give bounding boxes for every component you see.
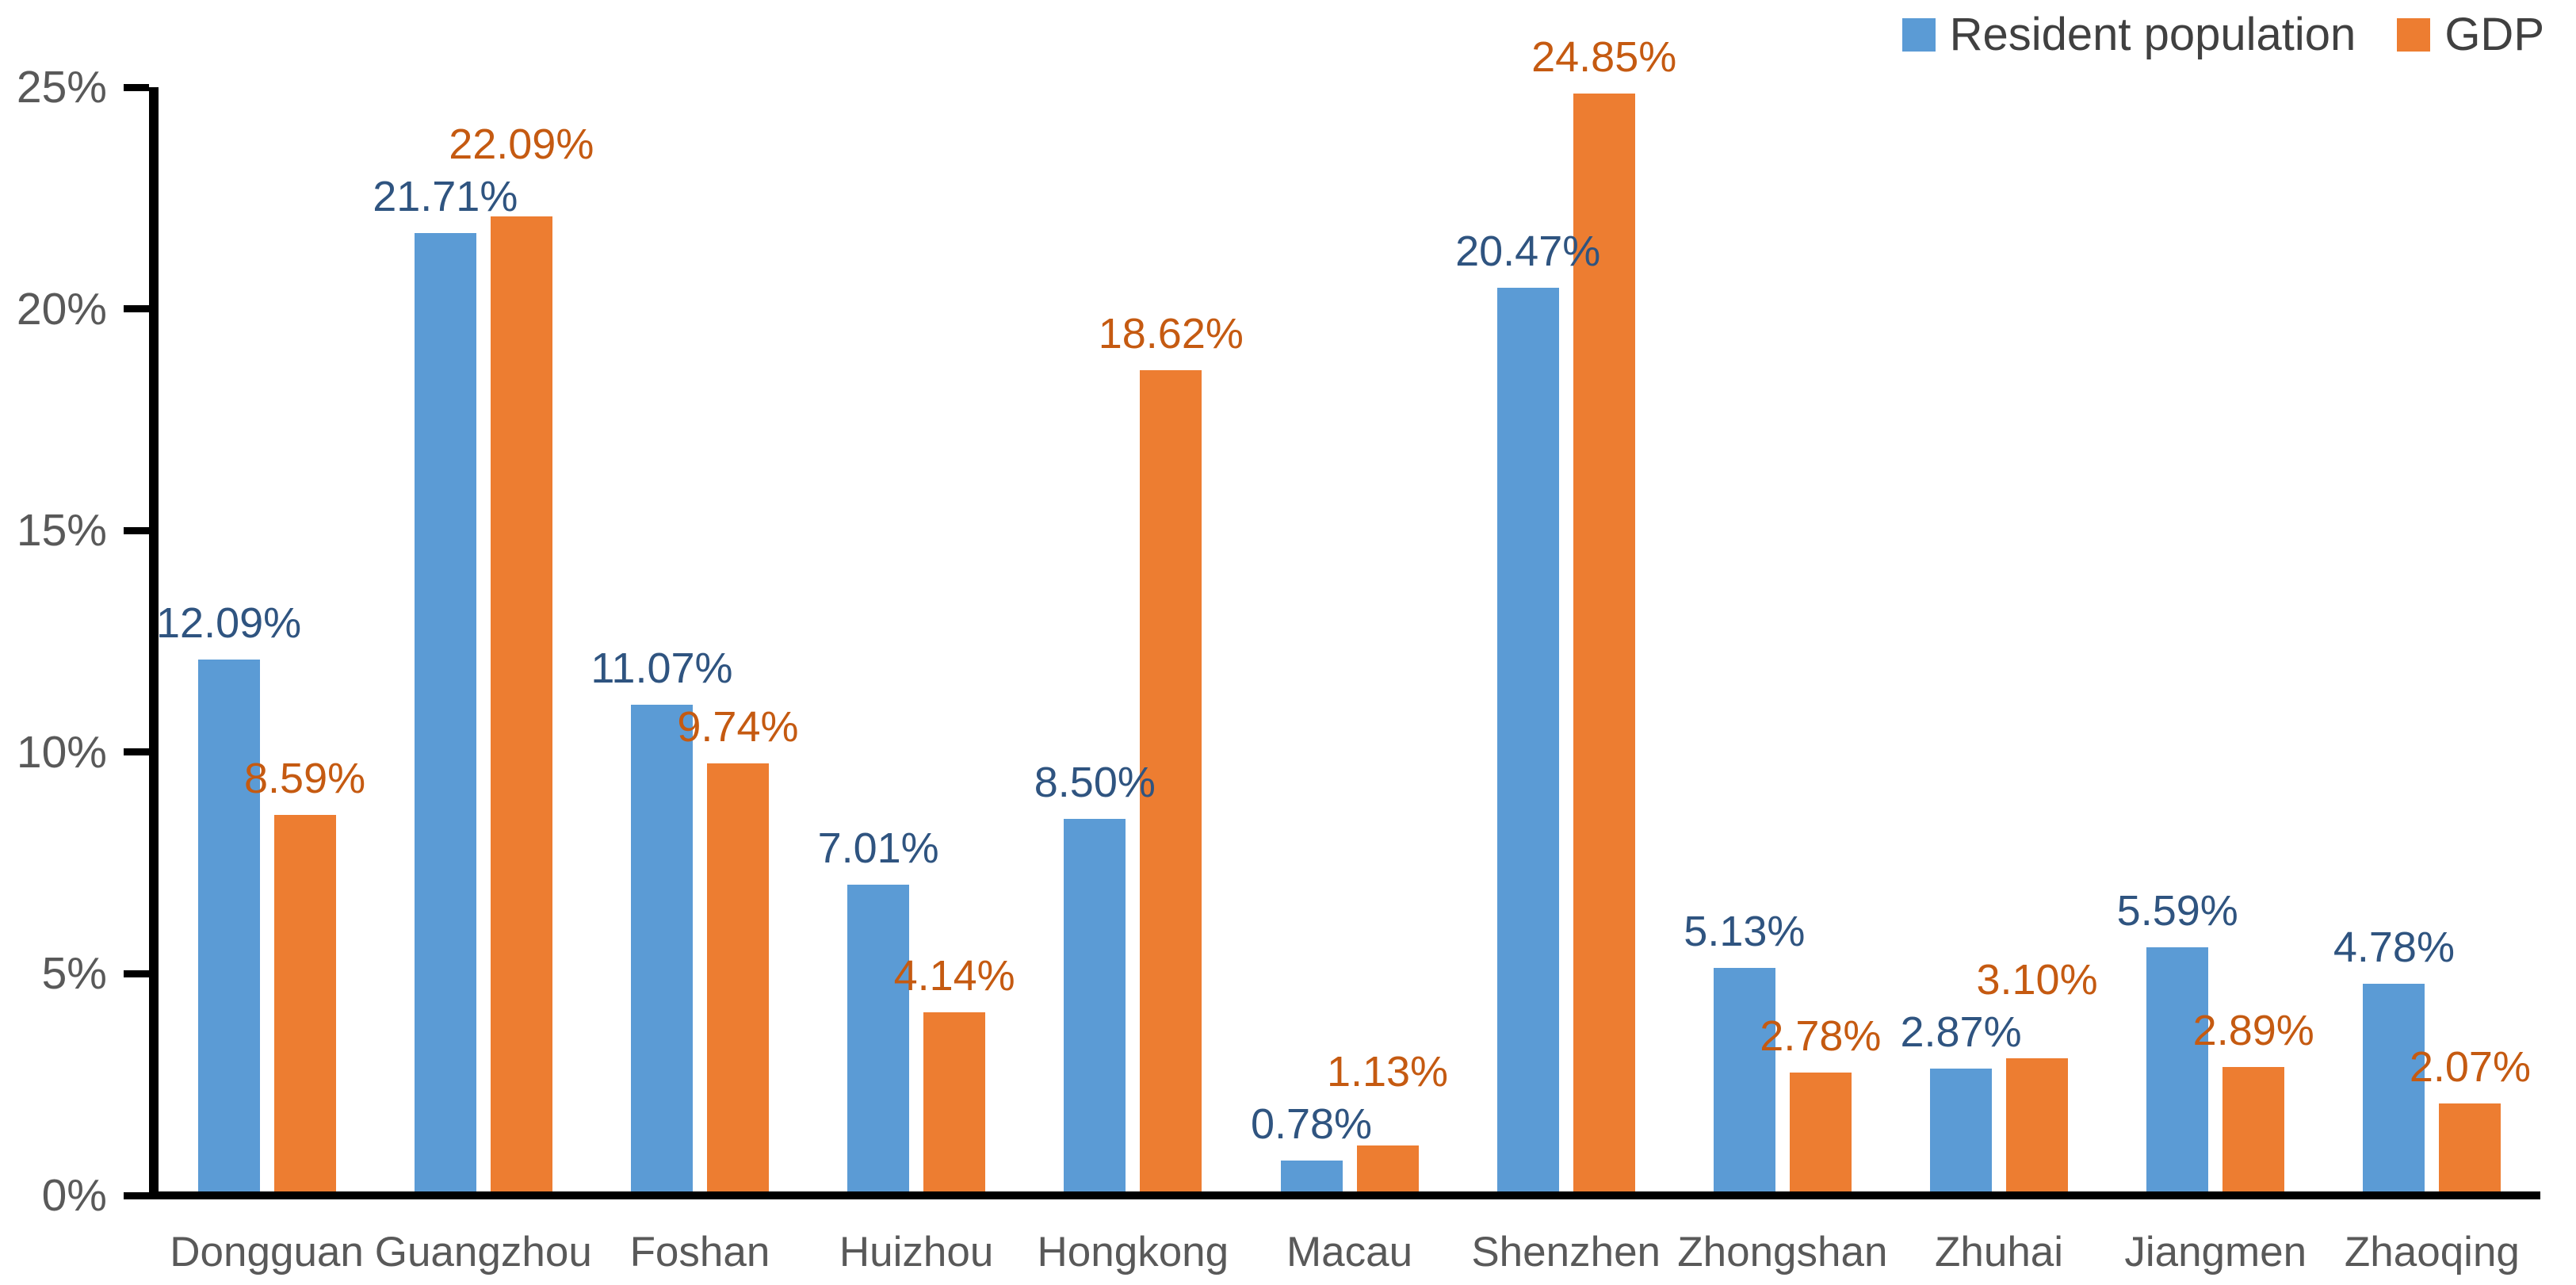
value-label-resident-population-zhongshan: 5.13% (1684, 908, 1806, 956)
bar-resident-population-zhaoqing (2363, 983, 2425, 1195)
value-label-resident-population-guangzhou: 21.71% (373, 172, 518, 220)
x-category-label-guangzhou: Guangzhou (374, 1229, 592, 1275)
x-category-label-macau: Macau (1286, 1229, 1413, 1275)
bar-resident-population-huizhou (847, 885, 910, 1195)
value-label-resident-population-shenzhen: 20.47% (1455, 228, 1601, 276)
bar-gdp-jiangmen (2222, 1067, 2285, 1195)
bar-gdp-foshan (706, 763, 769, 1195)
bar-resident-population-hongkong (1064, 818, 1126, 1195)
y-tick-5 (124, 969, 149, 977)
value-label-gdp-macau: 1.13% (1326, 1048, 1449, 1096)
legend-label-resident-population: Resident population (1949, 9, 2356, 60)
value-label-resident-population-foshan: 11.07% (590, 644, 733, 692)
bar-gdp-zhuhai (2006, 1057, 2069, 1195)
value-label-gdp-jiangmen: 2.89% (2192, 1007, 2314, 1055)
y-tick-label-5: 5% (41, 948, 107, 1000)
bar-resident-population-zhongshan (1713, 968, 1775, 1195)
value-label-resident-population-huizhou: 7.01% (817, 824, 939, 873)
y-axis-line (149, 87, 159, 1195)
y-tick-0 (124, 1191, 149, 1199)
bar-gdp-dongguan (273, 814, 336, 1195)
value-label-resident-population-macau: 0.78% (1250, 1100, 1373, 1149)
bar-gdp-huizhou (923, 1012, 986, 1195)
value-label-gdp-zhongshan: 2.78% (1760, 1012, 1882, 1060)
value-label-resident-population-hongkong: 8.50% (1034, 758, 1156, 806)
value-label-resident-population-zhaoqing: 4.78% (2333, 923, 2455, 971)
x-category-label-jiangmen: Jiangmen (2124, 1229, 2307, 1275)
value-label-resident-population-zhuhai: 2.87% (1900, 1008, 2022, 1056)
x-category-label-hongkong: Hongkong (1037, 1229, 1229, 1275)
bar-resident-population-zhuhai (1930, 1068, 1993, 1195)
bar-gdp-macau (1356, 1145, 1419, 1195)
x-category-label-huizhou: Huizhou (839, 1229, 994, 1275)
legend-label-gdp: GDP (2444, 9, 2544, 60)
bar-resident-population-jiangmen (2146, 947, 2209, 1195)
legend: Resident population GDP (1901, 8, 2544, 61)
bar-resident-population-shenzhen (1496, 288, 1559, 1195)
value-label-gdp-foshan: 9.74% (677, 703, 799, 751)
bar-resident-population-dongguan (197, 659, 260, 1195)
bar-gdp-shenzhen (1573, 94, 1635, 1195)
y-tick-label-20: 20% (16, 283, 107, 335)
value-label-resident-population-dongguan: 12.09% (156, 599, 302, 647)
y-tick-25 (124, 83, 149, 91)
y-tick-10 (124, 748, 149, 756)
y-tick-label-25: 25% (16, 62, 107, 113)
plot-area: 0% 5% 10% 15% 20% 25% 12.09% 8.59% Dongguan 21.71… (17, 33, 2540, 1275)
x-axis-line (149, 1191, 2540, 1199)
y-tick-label-15: 15% (16, 505, 107, 556)
legend-item-resident-population: Resident population (1901, 8, 2356, 61)
bar-resident-population-foshan (630, 704, 693, 1195)
bar-gdp-zhaoqing (2439, 1103, 2501, 1195)
value-label-gdp-zhuhai: 3.10% (1976, 955, 2098, 1004)
legend-swatch-resident-population (1901, 17, 1936, 52)
legend-item-gdp: GDP (2397, 8, 2544, 61)
bar-resident-population-macau (1280, 1161, 1343, 1195)
value-label-gdp-hongkong: 18.62% (1098, 309, 1244, 358)
y-tick-label-10: 10% (16, 726, 107, 778)
x-category-label-zhaoqing: Zhaoqing (2344, 1229, 2520, 1275)
legend-swatch-gdp (2397, 17, 2431, 52)
y-tick-20 (124, 305, 149, 313)
bar-gdp-zhongshan (1789, 1072, 1852, 1195)
value-label-resident-population-jiangmen: 5.59% (2116, 887, 2238, 935)
x-category-label-dongguan: Dongguan (170, 1229, 364, 1275)
value-label-gdp-shenzhen: 24.85% (1531, 33, 1677, 82)
y-tick-label-0: 0% (41, 1170, 107, 1221)
value-label-gdp-zhaoqing: 2.07% (2409, 1043, 2531, 1092)
bar-resident-population-guangzhou (414, 232, 476, 1195)
x-category-label-zhuhai: Zhuhai (1935, 1229, 2064, 1275)
x-category-label-zhongshan: Zhongshan (1677, 1229, 1888, 1275)
x-category-label-shenzhen: Shenzhen (1471, 1229, 1661, 1275)
bar-gdp-hongkong (1140, 369, 1202, 1195)
value-label-gdp-huizhou: 4.14% (893, 951, 1015, 1000)
y-tick-15 (124, 526, 149, 534)
bar-gdp-guangzhou (490, 216, 552, 1195)
x-category-label-foshan: Foshan (629, 1229, 770, 1275)
value-label-gdp-guangzhou: 22.09% (449, 120, 594, 168)
value-label-gdp-dongguan: 8.59% (244, 754, 366, 802)
